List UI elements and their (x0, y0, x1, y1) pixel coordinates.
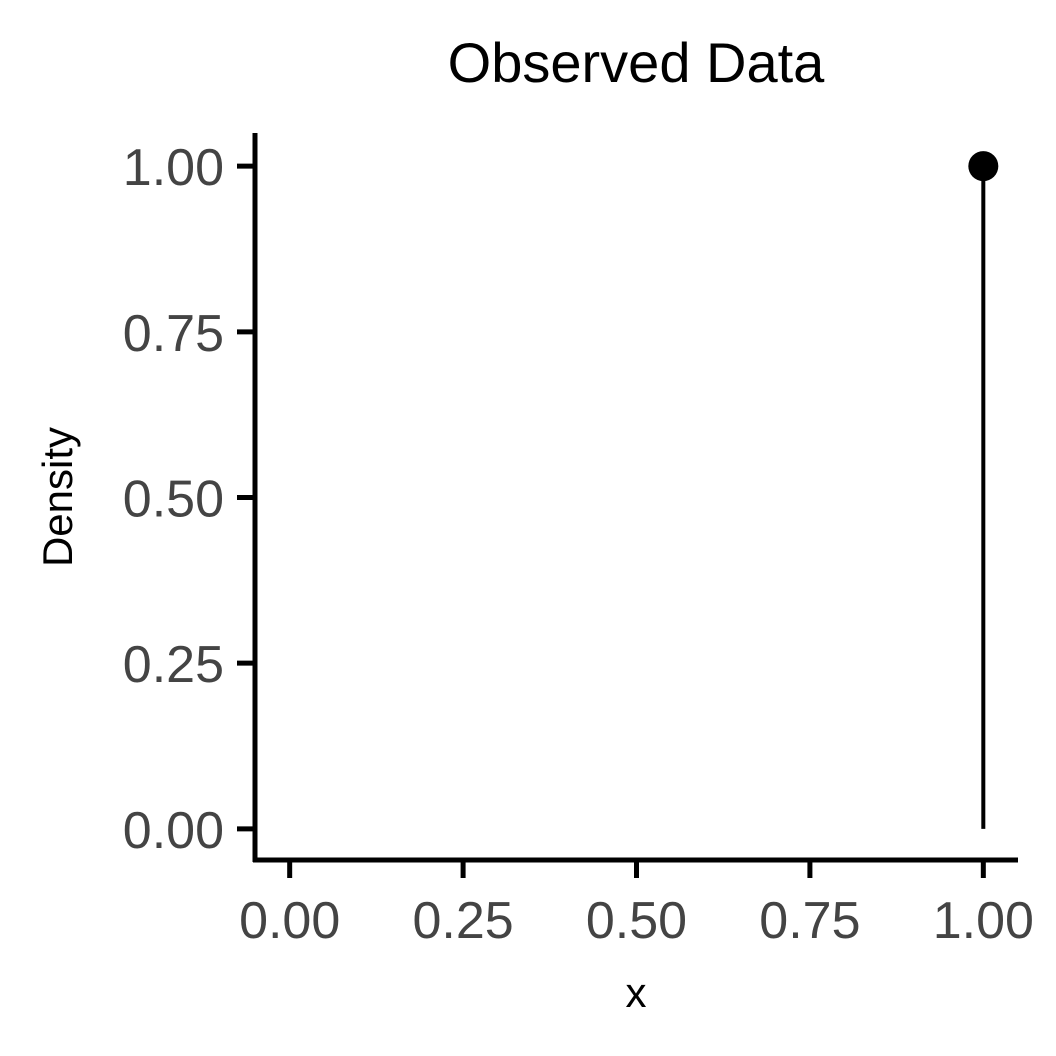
data-marks (968, 151, 999, 829)
x-axis-ticks: 0.00 0.25 0.50 0.75 1.00 (239, 860, 1034, 950)
y-tick-label: 0.75 (123, 305, 224, 363)
y-tick-label: 0.50 (123, 471, 224, 529)
x-axis-title: x (626, 969, 647, 1016)
data-point (968, 151, 999, 182)
y-tick-label: 1.00 (123, 139, 224, 197)
y-tick-label: 0.00 (123, 802, 224, 860)
y-axis-title: Density (34, 427, 81, 567)
x-tick-label: 0.25 (412, 892, 513, 950)
x-tick-label: 0.75 (759, 892, 860, 950)
y-tick-label: 0.25 (123, 636, 224, 694)
y-axis-ticks: 0.00 0.25 0.50 0.75 1.00 (123, 139, 255, 860)
x-tick-label: 0.00 (239, 892, 340, 950)
chart-title: Observed Data (448, 31, 825, 94)
x-tick-label: 1.00 (933, 892, 1034, 950)
x-tick-label: 0.50 (586, 892, 687, 950)
